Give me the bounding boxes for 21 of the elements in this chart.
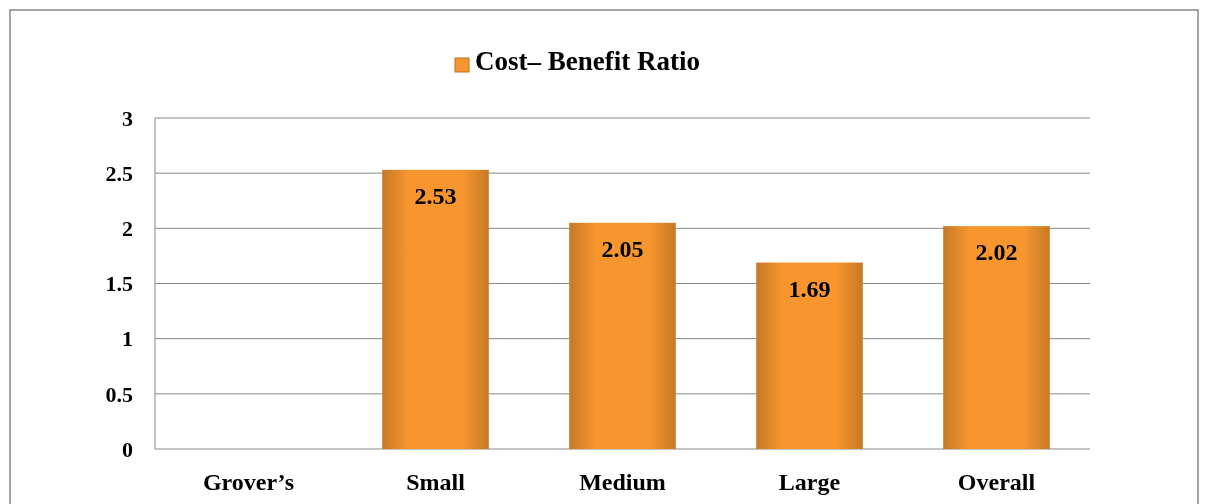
- legend-label: Cost– Benefit Ratio: [475, 46, 700, 76]
- y-tick-label: 2: [122, 216, 133, 242]
- bar: [756, 262, 863, 449]
- y-tick-label: 0: [122, 436, 133, 462]
- data-label: 2.53: [414, 182, 457, 209]
- x-tick-label: Small: [406, 469, 466, 495]
- data-label: 1.69: [788, 275, 831, 302]
- data-label: 2.05: [601, 235, 644, 262]
- data-label: 2.02: [975, 239, 1018, 266]
- bar: [569, 222, 676, 449]
- y-tick-label: 3: [122, 105, 133, 131]
- y-tick-label: 2.5: [105, 160, 133, 186]
- x-tick-label: Medium: [579, 469, 666, 495]
- y-tick-label: 1.5: [105, 271, 133, 297]
- x-tick-label: Large: [778, 469, 841, 495]
- bar: [382, 169, 489, 449]
- y-tick-label: 0.5: [105, 381, 133, 407]
- x-tick-label: Grover’s: [202, 469, 295, 495]
- bar: [943, 226, 1050, 449]
- y-tick-label: 1: [122, 326, 133, 352]
- x-tick-label: Overall: [957, 469, 1036, 495]
